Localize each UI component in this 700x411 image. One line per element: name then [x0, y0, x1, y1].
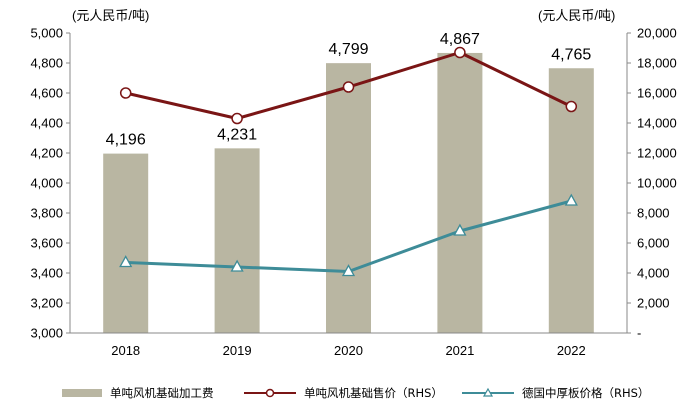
- right-tick-label: 14,000: [637, 116, 677, 131]
- bar-data-label: 4,799: [328, 41, 368, 58]
- line-1-point: [231, 112, 243, 125]
- x-tick-label: 2020: [334, 343, 363, 358]
- line-2-point: [119, 255, 133, 268]
- bar-2020: [326, 63, 371, 334]
- right-axis-unit: (元人民币/吨): [538, 8, 615, 23]
- legend-swatch-line-1: [244, 388, 296, 398]
- left-axis-unit: (元人民币/吨): [72, 8, 149, 23]
- legend-item-bars: 单吨风机基础加工费: [60, 381, 214, 405]
- legend-item-line-1: 单吨风机基础售价（RHS）: [242, 381, 443, 405]
- bar-2019: [214, 148, 260, 333]
- left-tick-label: 3,800: [30, 206, 63, 221]
- chart-svg: (元人民币/吨) (元人民币/吨) 3,0003,2003,4003,6003,…: [30, 8, 676, 359]
- left-tick-label: 3,200: [30, 296, 63, 311]
- right-tick-label: 18,000: [637, 56, 677, 71]
- right-tick-label: 6,000: [637, 236, 670, 251]
- left-tick-label: 3,400: [30, 266, 63, 281]
- bar-data-label: 4,867: [440, 31, 480, 48]
- left-tick-label: 4,600: [30, 86, 63, 101]
- legend-item-line-2: 德国中厚板价格（RHS）: [460, 381, 649, 405]
- right-tick-label: 20,000: [637, 26, 677, 41]
- line-1-point: [454, 46, 466, 59]
- bar-2021: [437, 52, 483, 333]
- x-tick-label: 2019: [223, 343, 252, 358]
- legend-swatch-line-2: [462, 387, 514, 397]
- line-2-point: [341, 264, 356, 277]
- line-1-point: [119, 87, 132, 99]
- x-tick-label: 2018: [111, 343, 140, 358]
- left-tick-label: 4,200: [30, 146, 63, 161]
- right-tick-label: 2,000: [637, 296, 670, 311]
- legend-label-line-2: 德国中厚板价格（RHS）: [522, 386, 650, 400]
- x-tick-label: 2021: [445, 343, 474, 358]
- left-tick-label: 3,000: [30, 326, 63, 341]
- left-tick-label: 4,400: [30, 116, 63, 131]
- left-tick-label: 4,800: [30, 56, 63, 71]
- right-tick-label: -: [637, 326, 641, 341]
- left-tick-label: 3,600: [30, 236, 63, 251]
- bar-data-label: 4,231: [217, 126, 257, 143]
- line-2-point: [564, 193, 578, 206]
- bar-2018: [103, 153, 149, 333]
- bar-data-label: 4,765: [551, 46, 591, 63]
- right-tick-label: 16,000: [637, 86, 677, 101]
- line-2-point: [230, 259, 244, 272]
- legend-swatch-bars: [62, 389, 102, 397]
- legend-label-bars: 单吨风机基础加工费: [110, 386, 214, 400]
- x-tick-label: 2022: [557, 343, 586, 358]
- line-2-point: [453, 223, 467, 236]
- line-1-point: [342, 81, 355, 93]
- left-tick-label: 5,000: [30, 26, 63, 41]
- line-1-point: [565, 100, 578, 113]
- left-tick-label: 4,000: [30, 176, 63, 191]
- plot-area: 3,000 3,200 3,400 3,600 3,800 4,000 4,200 4,400…: [30, 26, 676, 359]
- right-tick-label: 10,000: [637, 176, 677, 191]
- legend-label-line-1: 单吨风机基础售价（RHS）: [304, 386, 443, 400]
- right-tick-label: 4,000: [637, 266, 670, 281]
- right-tick-label: 8,000: [637, 206, 670, 221]
- bar-data-label: 4,196: [106, 132, 146, 149]
- right-tick-label: 12,000: [637, 146, 677, 161]
- legend: 单吨风机基础加工费 单吨风机基础售价（RHS） 德国中厚板价格（RHS）: [40, 381, 680, 405]
